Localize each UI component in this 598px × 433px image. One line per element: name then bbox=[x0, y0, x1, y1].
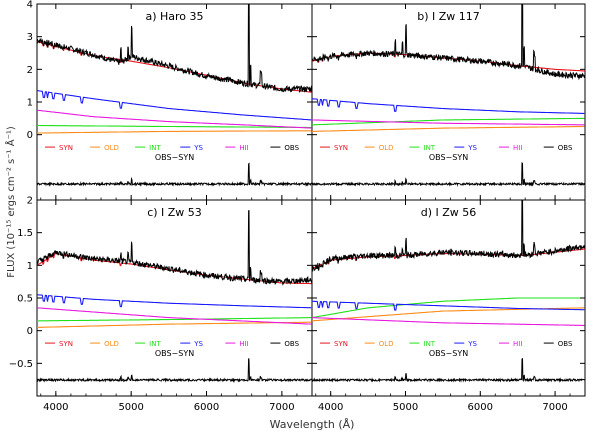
residual-label: OBS−SYN bbox=[155, 153, 194, 162]
residual-line bbox=[37, 162, 312, 187]
series-hii-line bbox=[312, 119, 585, 126]
legend-label-int: INT bbox=[424, 340, 436, 348]
legend-label-obs: OBS bbox=[284, 340, 299, 348]
panel-plot-area bbox=[312, 4, 585, 187]
x-axis-label: Wavelength (Å) bbox=[270, 418, 355, 431]
legend-label-syn: SYN bbox=[59, 340, 73, 348]
legend-label-int: INT bbox=[149, 144, 161, 152]
residual-label: OBS−SYN bbox=[429, 153, 468, 162]
y-tick-label: 1 bbox=[27, 261, 33, 272]
y-tick-label: 4 bbox=[27, 0, 33, 11]
legend-label-syn: SYN bbox=[59, 144, 73, 152]
legend-label-syn: SYN bbox=[334, 340, 348, 348]
x-tick-label: 5000 bbox=[118, 402, 143, 413]
panel-frame bbox=[36, 3, 313, 201]
legend-label-old: OLD bbox=[104, 144, 119, 152]
y-axis-label: FLUX (10⁻¹⁵ ergs cm⁻² s⁻¹ Å⁻¹) bbox=[4, 126, 17, 278]
panel-title: a) Haro 35 bbox=[145, 10, 203, 23]
y-tick-label: 1 bbox=[27, 98, 33, 109]
series-ys-line bbox=[37, 90, 312, 121]
panel-3: OBS−SYN SYN OLD INT YS HII OBS c) I Zw 53 4000 50… bbox=[9, 196, 313, 413]
x-tick-label: 4000 bbox=[318, 402, 343, 413]
legend-label-obs: OBS bbox=[284, 144, 299, 152]
series-ys-line bbox=[312, 300, 585, 311]
x-tick-label: 6000 bbox=[194, 402, 219, 413]
y-tick-label: 1.5 bbox=[17, 228, 33, 239]
legend-label-hii: HII bbox=[239, 144, 248, 152]
panel-plot-area bbox=[37, 210, 312, 383]
series-obs-line bbox=[37, 210, 312, 286]
series-old-line bbox=[37, 130, 312, 134]
legend-label-old: OLD bbox=[379, 144, 394, 152]
residual-label: OBS−SYN bbox=[429, 349, 468, 358]
legend-label-hii: HII bbox=[239, 340, 248, 348]
x-tick-label: 7000 bbox=[542, 402, 567, 413]
legend-label-int: INT bbox=[149, 340, 161, 348]
series-ys-line bbox=[312, 98, 585, 114]
legend-label-obs: OBS bbox=[558, 144, 573, 152]
residual-line bbox=[312, 358, 585, 383]
panel-2: OBS−SYN SYN OLD INT YS HII OBS b) I Zw 117 bbox=[311, 3, 586, 201]
panel-1: OBS−SYN SYN OLD INT YS HII OBS a) Haro 35 0 1 2 3 4 bbox=[27, 0, 313, 201]
y-tick-label: 0 bbox=[27, 130, 33, 141]
y-tick-label: 2 bbox=[27, 196, 33, 207]
y-tick-label: 2 bbox=[27, 65, 33, 76]
series-hii-line bbox=[37, 307, 312, 325]
legend-label-obs: OBS bbox=[558, 340, 573, 348]
series-int-line bbox=[312, 297, 585, 319]
x-tick-label: 4000 bbox=[43, 402, 68, 413]
y-tick-label: 0 bbox=[27, 326, 33, 337]
series-syn-line bbox=[37, 41, 312, 93]
series-hii-line bbox=[37, 109, 312, 129]
series-old-line bbox=[312, 125, 585, 132]
panel-title: c) I Zw 53 bbox=[147, 206, 202, 219]
series-int-line bbox=[312, 117, 585, 126]
x-tick-label: 5000 bbox=[393, 402, 418, 413]
series-old-line bbox=[37, 321, 312, 328]
legend-label-old: OLD bbox=[104, 340, 119, 348]
series-syn-line bbox=[312, 52, 585, 72]
series-int-line bbox=[37, 317, 312, 322]
legend-label-old: OLD bbox=[379, 340, 394, 348]
legend-label-ys: YS bbox=[193, 144, 203, 152]
legend-label-ys: YS bbox=[193, 340, 203, 348]
series-hii-line bbox=[312, 317, 585, 326]
legend-label-hii: HII bbox=[513, 144, 522, 152]
series-obs-line bbox=[37, 4, 312, 93]
x-tick-label: 6000 bbox=[468, 402, 493, 413]
residual-line bbox=[37, 358, 312, 383]
y-tick-label: 3 bbox=[27, 32, 33, 43]
panel-plot-area bbox=[312, 200, 585, 383]
x-tick-label: 7000 bbox=[269, 402, 294, 413]
legend-label-syn: SYN bbox=[334, 144, 348, 152]
panel-title: d) I Zw 56 bbox=[421, 206, 477, 219]
legend-label-int: INT bbox=[424, 144, 436, 152]
legend-label-ys: YS bbox=[467, 340, 477, 348]
series-obs-line bbox=[312, 200, 585, 272]
panel-4: OBS−SYN SYN OLD INT YS HII OBS d) I Zw 56 4000 50… bbox=[311, 199, 586, 413]
series-obs-line bbox=[312, 4, 585, 81]
legend-label-ys: YS bbox=[467, 144, 477, 152]
panel-plot-area bbox=[37, 4, 312, 187]
series-ys-line bbox=[37, 294, 312, 309]
legend-label-hii: HII bbox=[513, 340, 522, 348]
y-tick-label: −0.5 bbox=[9, 359, 33, 370]
residual-label: OBS−SYN bbox=[155, 349, 194, 358]
panel-title: b) I Zw 117 bbox=[417, 10, 480, 23]
y-tick-label: 0.5 bbox=[17, 294, 33, 305]
series-int-line bbox=[37, 124, 312, 129]
residual-line bbox=[312, 162, 585, 187]
